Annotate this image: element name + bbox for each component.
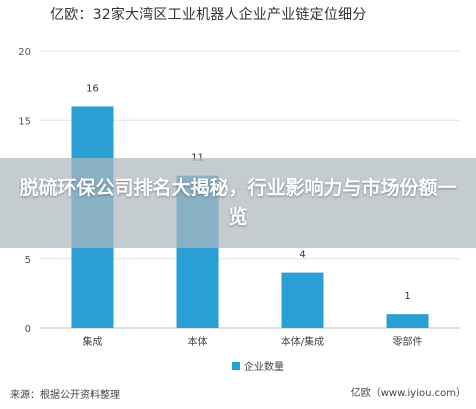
x-tick-label: 集成: [83, 335, 103, 348]
data-label: 1: [404, 291, 410, 302]
banner-headline: 脱硫环保公司排名大揭秘，行业影响力与市场份额一览: [19, 177, 457, 228]
bar: [386, 314, 429, 328]
x-tick-label: 零部件: [393, 335, 423, 348]
x-tick-label: 本体: [188, 335, 208, 348]
data-label: 16: [86, 83, 99, 94]
legend-swatch: [232, 362, 240, 370]
credit-note: 亿欧（www.iyiou.com）: [350, 388, 466, 399]
x-tick-label: 本体/集成: [281, 335, 324, 348]
bar: [281, 272, 324, 328]
y-tick-label: 20: [18, 47, 31, 58]
y-tick-label: 15: [18, 116, 31, 127]
y-tick-label: 0: [25, 324, 31, 335]
y-tick-label: 5: [25, 255, 31, 266]
data-label: 4: [299, 250, 305, 261]
source-note: 来源：根据公开资料整理: [10, 390, 120, 401]
legend-label: 企业数量: [244, 360, 284, 373]
overlay-banner: 脱硫环保公司排名大揭秘，行业影响力与市场份额一览: [0, 158, 476, 248]
chart-title: 亿欧：32家大湾区工业机器人企业产业链定位细分: [50, 7, 367, 23]
